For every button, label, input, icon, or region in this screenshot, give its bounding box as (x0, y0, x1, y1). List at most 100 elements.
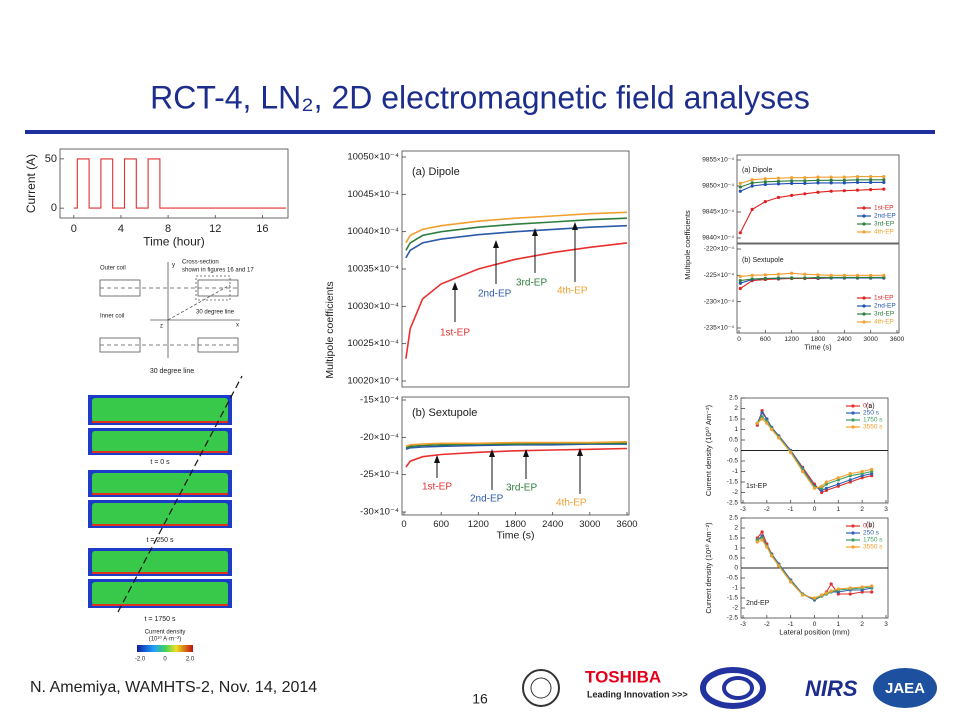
series-line (756, 416, 872, 489)
x-tick-label: 1 (837, 506, 841, 513)
legend-label: 3550 s (863, 544, 883, 551)
y-tick-label: -0.5 (727, 575, 739, 582)
arrow-head (523, 449, 529, 457)
series-marker (738, 181, 742, 185)
y-tick-label: 1.5 (729, 535, 738, 542)
x-tick-label: 2 (860, 621, 864, 628)
series-marker (738, 281, 742, 285)
time-label: t = 250 s (146, 537, 174, 544)
series-marker (842, 181, 846, 185)
legend-label: 4th-EP (874, 319, 894, 326)
series-line (740, 272, 884, 277)
legend-label: 1st-EP (874, 205, 894, 212)
legend-marker (862, 206, 866, 210)
legend-label: 250 s (863, 410, 880, 417)
series-marker (824, 486, 829, 490)
map-edge (92, 524, 228, 526)
y-axis-label: Multipole coefficients (324, 281, 336, 378)
y-tick-label: -20×10⁻⁴ (360, 432, 399, 443)
series-line (740, 276, 884, 282)
series-marker (763, 182, 767, 187)
annotation: (b) (866, 522, 875, 529)
series-marker (855, 180, 860, 184)
x-axis-label: Lateral position (mm) (779, 627, 850, 636)
y-tick-label: 10025×10⁻⁴ (347, 338, 399, 349)
y-tick-label: -25×10⁻⁴ (360, 469, 399, 480)
series-line (740, 176, 884, 184)
series-marker (882, 178, 886, 182)
logo-ellipse (700, 667, 766, 709)
series-line (740, 181, 884, 192)
series-marker (790, 271, 794, 275)
annotation: 2nd-EP (470, 494, 504, 505)
series-marker (869, 273, 873, 277)
series-marker (790, 276, 794, 280)
legend-marker (851, 418, 855, 422)
legend-marker (851, 545, 855, 549)
series-marker (812, 486, 817, 490)
legend-label: 2nd-EP (874, 303, 896, 310)
legend-label: 0 s (863, 403, 872, 410)
series-marker (790, 176, 794, 180)
y-tick-label: -15×10⁻⁴ (360, 395, 399, 406)
university-seal (522, 669, 560, 707)
y-tick-label: 0 (734, 447, 738, 454)
series-marker (760, 417, 764, 421)
series-marker (882, 187, 886, 191)
series-marker (855, 178, 860, 182)
legend-marker (851, 425, 855, 429)
annotation: 4th-EP (556, 498, 587, 509)
y-tick-label: -225×10⁻⁴ (704, 272, 734, 279)
y-tick-label: 10040×10⁻⁴ (347, 226, 399, 237)
series-marker (855, 273, 860, 277)
series-marker (824, 591, 829, 595)
annotation: 3rd-EP (506, 483, 537, 494)
legend-label: 3rd-EP (874, 311, 894, 318)
legend-marker (862, 296, 866, 300)
series-marker (763, 180, 767, 184)
series-marker (763, 276, 767, 281)
plot-frame (401, 150, 630, 388)
series-marker (824, 480, 829, 484)
x-tick-label: -2 (764, 621, 770, 628)
series-marker (803, 272, 807, 276)
series-marker (869, 180, 873, 184)
series-marker (765, 421, 769, 425)
x-tick-label: 3 (884, 506, 888, 513)
x-tick-label: 1800 (811, 336, 826, 343)
series-marker (829, 273, 833, 277)
annotation: 1st-EP (440, 328, 470, 339)
series-marker (790, 181, 794, 185)
y-tick-label: 50 (45, 153, 57, 165)
series-marker (816, 273, 820, 277)
series-marker (870, 590, 874, 594)
series-marker (738, 274, 742, 278)
density-maps (88, 395, 232, 608)
x-tick-label: 1200 (468, 519, 489, 530)
degree-line (117, 375, 243, 613)
x-axis-label: Time (hour) (143, 234, 205, 248)
y-tick-label: 1.5 (729, 416, 738, 423)
arrow-head (577, 448, 583, 456)
series-marker (765, 545, 769, 549)
arrow-head (452, 282, 458, 290)
legend-marker (851, 538, 855, 542)
y-tick-label: 1 (734, 426, 738, 433)
title-rule (25, 130, 935, 134)
series-line (740, 179, 884, 188)
series-marker (776, 195, 781, 200)
series-marker (776, 276, 781, 280)
series-marker (800, 593, 805, 597)
legend-marker (851, 411, 855, 415)
y-tick-label: 10030×10⁻⁴ (347, 301, 399, 312)
series-marker (829, 181, 833, 185)
x-tick-label: 0 (401, 519, 406, 530)
y-tick-label: 9850×10⁻⁴ (702, 183, 734, 190)
colorbar-title: Current density (145, 630, 186, 636)
y-tick-label: -1 (732, 468, 738, 475)
series-marker (816, 275, 820, 280)
x-tick-label: 2400 (837, 336, 852, 343)
y-tick-label: 2.5 (729, 515, 738, 522)
y-tick-label: -0.5 (727, 458, 739, 465)
y-tick-label: 10045×10⁻⁴ (347, 189, 399, 200)
